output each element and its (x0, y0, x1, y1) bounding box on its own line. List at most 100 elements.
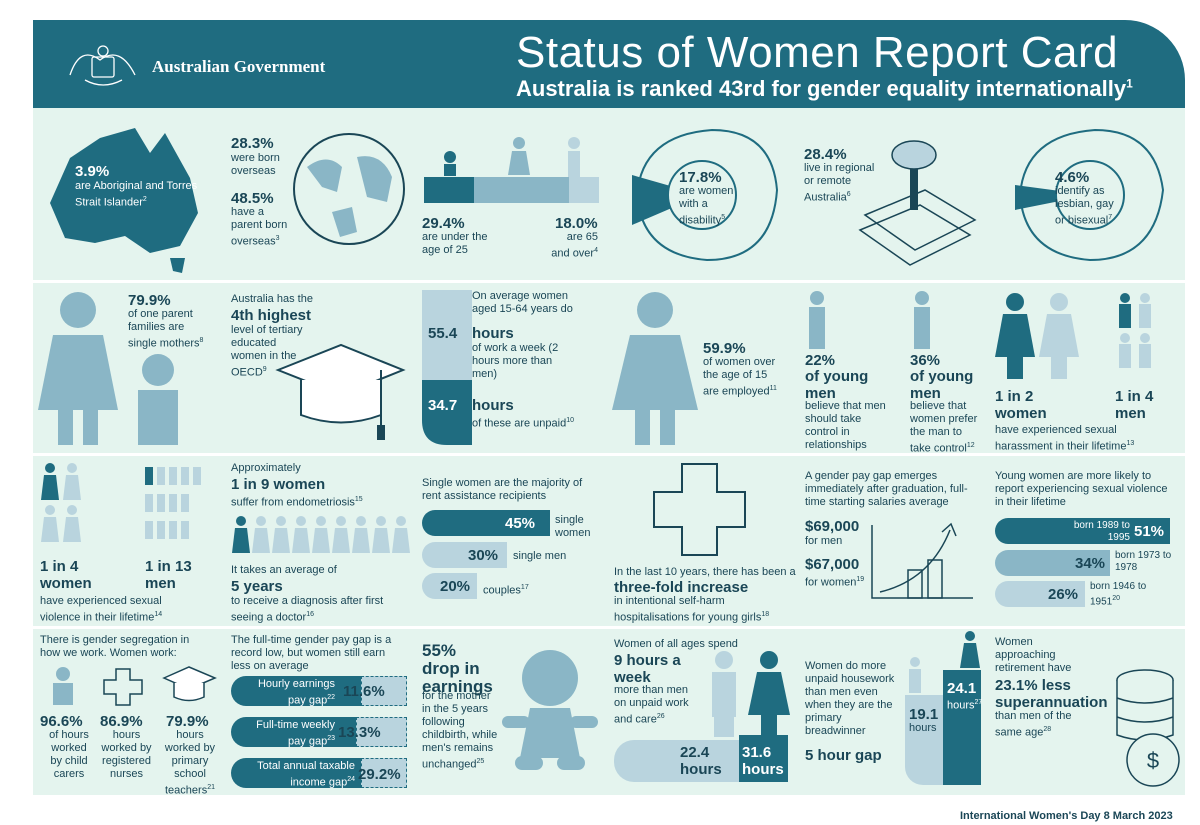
yw-value-1973: 34% (1075, 555, 1106, 572)
super-big: 23.1% less superannuation (995, 677, 1108, 711)
rent-label-couples: couples17 (483, 581, 529, 598)
teacher-cap-icon (162, 666, 217, 702)
rent-intro: Single women are the majority of rent as… (422, 477, 583, 502)
care-men-value: 22.4 hours (680, 744, 722, 778)
unpaid-hours-value: 34.7 (428, 397, 458, 414)
government-crest-logo (69, 45, 136, 86)
endo-label: suffer from endometriosis (231, 496, 355, 509)
svg-text:$: $ (1147, 748, 1159, 773)
housework-text: Women do more unpaid housework than men … (805, 660, 895, 737)
employed-text: of women over the age of 15 are employed… (703, 356, 783, 399)
rent-label-single-men: single men (513, 550, 567, 562)
baby-icon (502, 650, 598, 770)
care-women-value: 31.6 hours (742, 744, 784, 778)
salary-women-text: for women (805, 576, 857, 589)
young-men-1-big: of young men (805, 368, 869, 402)
age-bar-icon (424, 137, 599, 203)
born-overseas-pct: 28.3% (231, 135, 274, 152)
nine-women-icon (232, 516, 410, 553)
housework-women-bar (943, 670, 981, 785)
hourly-gap-value: 11.6% (343, 683, 385, 700)
pay-gap-record-intro: The full-time gender pay gap is a record… (231, 634, 392, 672)
endo-pre: Approximately (231, 462, 301, 474)
band-row-1 (33, 108, 1185, 280)
housework-men-bar (905, 695, 943, 785)
band-row-4 (33, 629, 1185, 795)
seg-footnote: 21 (207, 784, 215, 791)
over-65-footnote: 4 (594, 247, 598, 254)
aboriginal-footnote: 2 (142, 196, 147, 203)
hourly-gap-footnote: 22 (327, 694, 335, 701)
work-intro: On average women aged 15-64 years do (472, 290, 573, 315)
young-men-2-label: believe that women prefer the man to tak… (910, 400, 978, 455)
young-men-2-pct: 36% (910, 352, 941, 369)
subtitle-footnote: 1 (1126, 76, 1133, 91)
housework-footnote: 27 (974, 699, 983, 706)
disability-pct: 17.8% (679, 169, 722, 186)
page-title: Status of Women Report Card (516, 28, 1119, 77)
care-footnote: 26 (656, 713, 665, 720)
lgb-pie-icon (1015, 128, 1165, 262)
young-women-intro: Young women are more likely to report ex… (995, 470, 1168, 508)
young-man-icon-1 (809, 291, 825, 349)
growth-chart-icon (871, 522, 973, 599)
earnings-drop-pct: 55% (422, 641, 457, 660)
super-intro: Women approaching retirement have (995, 636, 1072, 674)
weekly-gap-remainder (356, 717, 407, 747)
violence-text: have experienced sexual violence in thei… (40, 595, 190, 625)
seg-teacher-text: hours worked by primary school teachers (164, 729, 216, 797)
government-name: Australian Government (152, 57, 326, 76)
self-harm-footnote: 18 (761, 611, 770, 618)
lgb-footnote: 7 (1108, 214, 1113, 221)
single-mother-text: of one parent families are single mother… (128, 308, 213, 351)
employed-footnote: 11 (769, 385, 777, 392)
hourly-gap-text: Hourly earnings pay gap (257, 678, 335, 707)
globe-icon (293, 133, 405, 245)
weekly-gap-footnote: 23 (327, 735, 335, 742)
under-25-pct: 29.4% (422, 215, 465, 232)
single-mother-label: of one parent families are single mother… (128, 308, 200, 350)
annual-gap-text: Total annual taxable income gap (257, 760, 355, 789)
harassment-text: have experienced sexual harassment in th… (995, 424, 1175, 454)
young-men-2-text: believe that women prefer the man to tak… (910, 400, 985, 456)
lgb-text: identify as lesbian, gay or bisexual7 (1055, 185, 1120, 228)
yw-bar-1973 (995, 550, 1110, 576)
map-pin-icon (858, 140, 977, 266)
weekly-gap-text: Full-time weekly pay gap (256, 719, 335, 748)
annual-gap-bar (231, 758, 361, 788)
salary-women-value: $67,000 (805, 556, 860, 573)
band-row-3 (33, 456, 1185, 626)
endo-footnote: 15 (354, 496, 363, 503)
care-label: more than men on unpaid work and care (614, 684, 689, 726)
harassment-women: 1 in 2 women (995, 388, 1047, 422)
care-men-bar (614, 740, 739, 782)
seg-childcare-label: of hours worked by child carers (49, 729, 89, 780)
diagnosis-big: 5 years (231, 578, 283, 595)
annual-gap-footnote: 24 (347, 776, 355, 783)
disability-label: are women with a disability (679, 185, 734, 227)
rent-couples-text: couples (483, 584, 521, 597)
yw-label-1989: born 1989 to 1995 (1073, 520, 1130, 543)
disability-text: are women with a disability5 (679, 185, 744, 228)
parent-overseas-footnote: 3 (275, 235, 280, 242)
care-text: more than men on unpaid work and care26 (614, 684, 699, 727)
salary-women-label: for women19 (805, 573, 864, 590)
rent-value-single-women: 45% (505, 515, 536, 532)
rent-footnote: 17 (520, 584, 529, 591)
endo-text: suffer from endometriosis15 (231, 493, 363, 510)
annual-gap-remainder (361, 758, 407, 788)
housework-men-value: 19.1 (909, 706, 939, 723)
young-men-2-footnote: 12 (966, 442, 975, 449)
work-hours-text: of work a week (2 hours more than men) (472, 342, 559, 380)
rent-value-single-men: 30% (468, 547, 499, 564)
harassment-men: 1 in 4 men (1115, 388, 1154, 422)
care-intro: Women of all ages spend (614, 638, 738, 650)
housework-women-text: hours (947, 699, 975, 712)
aboriginal-text: are Aboriginal and Torres Strait Islande… (75, 180, 205, 210)
earnings-drop-text: for the mother in the 5 years following … (422, 690, 502, 772)
rent-bar-couples (422, 573, 477, 599)
nurse-cross-icon (103, 668, 143, 706)
super-label: than men of the same age (995, 710, 1072, 739)
young-men-2-big: of young men (910, 368, 974, 402)
seg-nurse-value: 86.9% (100, 713, 143, 730)
